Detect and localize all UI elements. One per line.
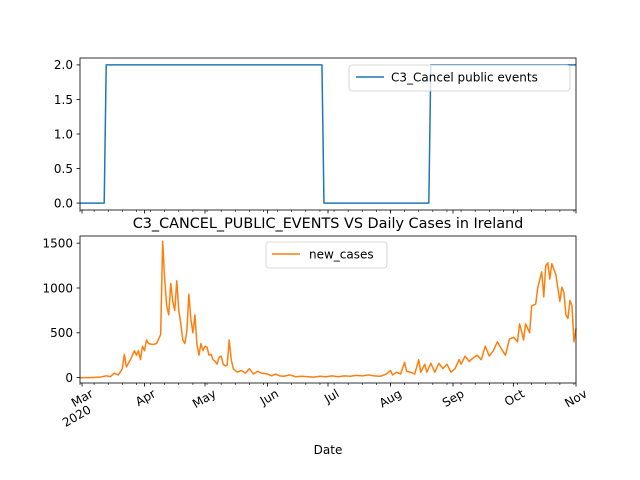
x-tick-label: Jul bbox=[321, 386, 341, 406]
chart-title: C3_CANCEL_PUBLIC_EVENTS VS Daily Cases i… bbox=[133, 216, 524, 232]
bottom-legend-label: new_cases bbox=[309, 248, 374, 262]
bottom-legend-box bbox=[265, 241, 388, 269]
bottom-legend: new_cases bbox=[265, 241, 388, 269]
top-y-tick-label: 0.5 bbox=[54, 162, 73, 176]
top-plot-frame bbox=[79, 57, 577, 211]
top-legend-label: C3_Cancel public events bbox=[391, 71, 538, 85]
bottom-plot-frame bbox=[79, 235, 577, 384]
x-axis-label: Date bbox=[314, 443, 343, 457]
bottom-series-line bbox=[80, 240, 577, 379]
bottom-y-tick-label: 0 bbox=[65, 371, 73, 385]
top-y-tick-label: 1.0 bbox=[54, 127, 73, 141]
bottom-y-tick-label: 1500 bbox=[42, 236, 73, 250]
top-y-tick-label: 0.0 bbox=[54, 196, 73, 210]
top-y-tick-label: 1.5 bbox=[54, 93, 73, 107]
top-legend: C3_Cancel public events bbox=[348, 64, 571, 92]
bottom-y-tick-label: 1000 bbox=[42, 281, 73, 295]
bottom-y-tick-label: 500 bbox=[50, 326, 73, 340]
top-legend-box bbox=[348, 64, 571, 92]
top-subplot: 0.0 0.5 1.0 1.5 2.0 C3_Cancel public events bbox=[54, 57, 577, 214]
top-y-tick-label: 2.0 bbox=[54, 58, 73, 72]
